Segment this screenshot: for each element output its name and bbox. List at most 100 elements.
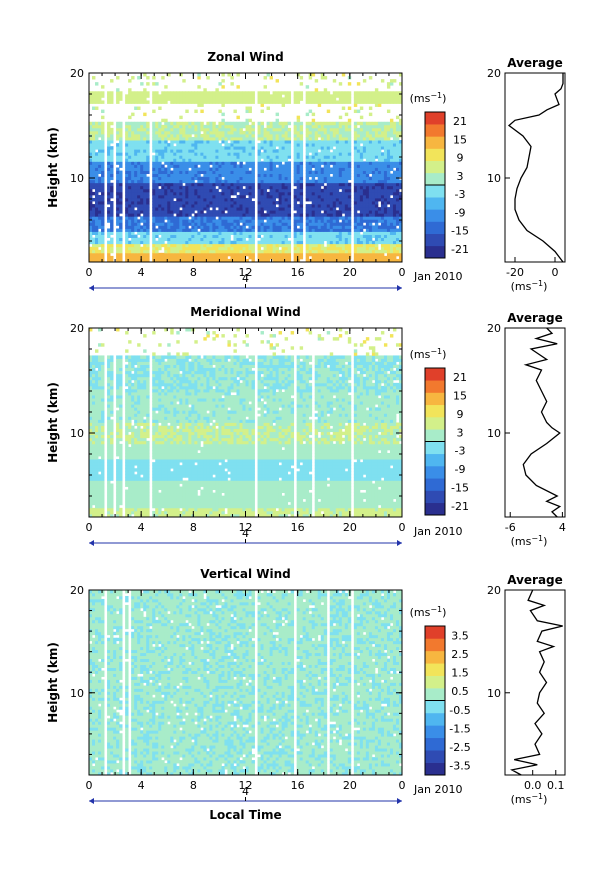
heatmap-cell	[308, 167, 313, 171]
heatmap-cell	[374, 222, 379, 226]
heatmap-cell	[209, 216, 213, 220]
heatmap-cell	[329, 240, 334, 245]
heatmap-cell	[377, 191, 382, 196]
heatmap-cell	[203, 246, 207, 251]
heatmap-cell	[218, 137, 222, 141]
heatmap-cell	[389, 258, 394, 263]
heatmap-cell	[332, 188, 337, 193]
heatmap-cell	[101, 201, 105, 205]
heatmap-cell	[281, 258, 286, 263]
heatmap-cell	[218, 231, 222, 235]
heatmap-cell	[338, 182, 343, 187]
heatmap-cell	[299, 188, 304, 193]
heatmap-cell	[329, 258, 334, 263]
heatmap-cell	[185, 176, 189, 181]
heatmap-cell	[347, 173, 352, 178]
heatmap-cell	[284, 155, 289, 159]
heatmap-cell	[374, 88, 379, 92]
heatmap-cell	[152, 204, 156, 208]
heatmap-cell	[218, 243, 222, 248]
heatmap-cell	[152, 161, 156, 165]
heatmap-cell	[206, 91, 210, 95]
heatmap-cell	[143, 258, 147, 263]
heatmap-cell	[116, 213, 120, 217]
heatmap-cell	[278, 191, 283, 196]
heatmap-cell	[344, 173, 349, 178]
heatmap-cell	[224, 97, 228, 101]
heatmap-cell	[221, 185, 225, 190]
heatmap-cell	[314, 88, 319, 92]
heatmap-cell	[326, 201, 331, 205]
heatmap-cell	[137, 94, 141, 98]
heatmap-cell	[224, 182, 228, 187]
heatmap-cell	[347, 213, 352, 217]
heatmap-cell	[380, 121, 385, 126]
heatmap-cell	[233, 149, 237, 153]
heatmap-cell	[140, 216, 144, 220]
heatmap-cell	[158, 222, 162, 226]
heatmap-cell	[179, 121, 183, 126]
heatmap-cell	[287, 176, 292, 181]
heatmap-cell	[95, 225, 99, 229]
heatmap-cell	[263, 252, 267, 257]
heatmap-cell	[119, 243, 123, 248]
heatmap-cell	[98, 97, 102, 101]
heatmap-cell	[101, 213, 105, 217]
heatmap-cell	[311, 130, 316, 135]
heatmap-cell	[116, 137, 120, 141]
heatmap-cell	[164, 185, 168, 190]
heatmap-cell	[269, 185, 273, 190]
heatmap-cell	[248, 100, 252, 104]
heatmap-cell	[89, 94, 93, 98]
heatmap-cell	[197, 191, 201, 196]
heatmap-cell	[170, 185, 174, 190]
heatmap-cell	[218, 130, 222, 135]
heatmap-cell	[239, 173, 243, 178]
heatmap-cell	[383, 158, 388, 162]
heatmap-cell	[365, 188, 370, 193]
heatmap-cell	[179, 255, 183, 260]
heatmap-cell	[179, 210, 183, 214]
heatmap-cell	[335, 155, 340, 159]
heatmap-cell	[245, 188, 249, 193]
heatmap-cell	[395, 210, 400, 214]
heatmap-cell	[305, 121, 310, 126]
heatmap-cell	[317, 194, 322, 199]
heatmap-cell	[233, 237, 237, 242]
heatmap-cell	[260, 249, 264, 254]
heatmap-cell	[317, 207, 322, 211]
heatmap-cell	[332, 231, 337, 235]
heatmap-cell	[164, 155, 168, 159]
heatmap-cell	[128, 225, 132, 229]
heatmap-cell	[377, 234, 382, 239]
heatmap-cell	[131, 158, 135, 162]
heatmap-cell	[143, 219, 147, 223]
heatmap-cell	[152, 146, 156, 150]
heatmap-cell	[386, 85, 391, 89]
heatmap-cell	[212, 188, 216, 193]
heatmap-cell	[281, 176, 286, 181]
heatmap-cell	[311, 237, 316, 242]
heatmap-cell	[209, 188, 213, 193]
heatmap-cell	[176, 231, 180, 235]
heatmap-cell	[227, 158, 231, 162]
heatmap-cell	[137, 100, 141, 104]
heatmap-cell	[92, 246, 96, 251]
heatmap-cell	[335, 204, 340, 208]
heatmap-cell	[359, 210, 364, 214]
heatmap-cell	[278, 127, 283, 132]
heatmap-cell	[266, 106, 270, 110]
heatmap-cell	[338, 255, 343, 260]
heatmap-cell	[335, 143, 340, 147]
heatmap-cell	[380, 124, 385, 129]
heatmap-cell	[356, 173, 361, 178]
heatmap-cell	[299, 164, 304, 168]
heatmap-cell	[368, 170, 373, 174]
heatmap-cell	[203, 201, 207, 205]
heatmap-cell	[107, 170, 111, 174]
heatmap-cell	[188, 124, 192, 129]
heatmap-cell	[158, 133, 162, 138]
heatmap-cell	[365, 133, 370, 138]
heatmap-cell	[212, 213, 216, 217]
heatmap-cell	[140, 143, 144, 147]
